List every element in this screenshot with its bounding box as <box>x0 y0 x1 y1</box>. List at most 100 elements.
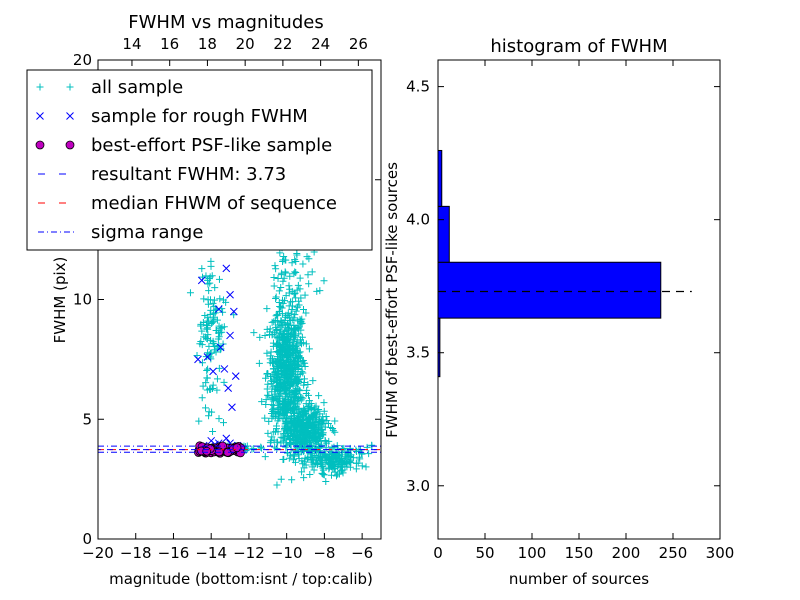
all-sample-point <box>297 294 305 302</box>
all-sample-point <box>203 335 211 343</box>
all-sample-point <box>282 439 290 447</box>
all-sample-point <box>326 459 334 467</box>
rough-fwhm-point <box>203 353 212 361</box>
all-sample-point <box>295 375 303 383</box>
all-sample-point <box>305 420 313 428</box>
all-sample-point <box>215 364 223 372</box>
all-sample-point <box>335 458 343 466</box>
y-tick-label: 0 <box>82 530 92 548</box>
top-tick-label: 16 <box>160 35 179 53</box>
all-sample-point <box>261 331 269 339</box>
all-sample-point <box>279 277 287 285</box>
all-sample-point <box>263 370 271 378</box>
all-sample-point <box>281 400 289 408</box>
all-sample-point <box>275 299 283 307</box>
all-sample-point <box>272 428 280 436</box>
all-sample-point <box>277 475 285 483</box>
all-sample-point <box>297 340 305 348</box>
all-sample-point <box>215 415 223 423</box>
all-sample-point <box>273 364 281 372</box>
all-sample-point <box>347 453 355 461</box>
all-sample-point <box>257 443 265 451</box>
all-sample-point <box>207 355 215 363</box>
all-sample-point <box>328 459 336 467</box>
all-sample-point <box>261 453 269 461</box>
rough-fwhm-point <box>216 343 225 352</box>
all-sample-point <box>276 350 284 358</box>
all-sample-point <box>274 349 282 357</box>
all-sample-point <box>202 379 210 387</box>
all-sample-point <box>266 331 274 339</box>
all-sample-point <box>316 287 324 295</box>
all-sample-point <box>320 399 328 407</box>
x-tick-label: −16 <box>158 544 190 562</box>
all-sample-point <box>337 466 345 474</box>
all-sample-point <box>205 342 213 350</box>
all-sample-point <box>298 333 306 341</box>
all-sample-point <box>296 285 304 293</box>
all-sample-point <box>216 295 224 303</box>
all-sample-point <box>352 465 360 473</box>
legend-entry: sample for rough FWHM <box>36 106 308 127</box>
all-sample-point <box>286 392 294 400</box>
all-sample-point <box>287 332 295 340</box>
rough-fwhm-point <box>231 372 240 380</box>
all-sample-point <box>325 465 333 473</box>
all-sample-point <box>313 410 321 418</box>
legend-x-marker <box>66 112 74 120</box>
legend-plus-marker <box>66 83 74 91</box>
all-sample-point <box>276 329 284 337</box>
hist-x-tick-label: 250 <box>659 544 688 562</box>
all-sample-point <box>329 425 337 433</box>
all-sample-point <box>274 362 282 370</box>
all-sample-point <box>297 396 305 404</box>
all-sample-point <box>294 394 302 402</box>
all-sample-point <box>276 392 284 400</box>
all-sample-point <box>305 280 313 288</box>
all-sample-point <box>338 449 346 457</box>
all-sample-point <box>276 321 284 329</box>
all-sample-point <box>264 429 272 437</box>
all-sample-point <box>290 403 298 411</box>
all-sample-point <box>215 329 223 337</box>
all-sample-point <box>250 329 258 337</box>
all-sample-point <box>300 306 308 314</box>
all-sample-point <box>304 424 312 432</box>
legend-entry: resultant FWHM: 3.73 <box>38 164 286 185</box>
all-sample-point <box>302 419 310 427</box>
x-tick-label: −10 <box>271 544 303 562</box>
all-sample-point <box>300 437 308 445</box>
all-sample-point <box>263 385 271 393</box>
all-sample-point <box>279 456 287 464</box>
all-sample-point <box>273 396 281 404</box>
all-sample-point <box>258 444 266 452</box>
all-sample-point <box>271 443 279 451</box>
all-sample-point <box>277 317 285 325</box>
all-sample-point <box>290 393 298 401</box>
all-sample-point <box>293 415 301 423</box>
all-sample-point <box>288 476 296 484</box>
all-sample-point <box>280 274 288 282</box>
legend-entry: best-effort PSF-like sample <box>35 135 332 156</box>
all-sample-point <box>280 340 288 348</box>
all-sample-point <box>210 313 218 321</box>
all-sample-point <box>281 429 289 437</box>
all-sample-point <box>270 318 278 326</box>
all-sample-point <box>286 272 294 280</box>
legend-frame <box>26 69 373 251</box>
all-sample-point <box>301 454 309 462</box>
all-sample-point <box>294 358 302 366</box>
all-sample-point <box>305 397 313 405</box>
all-sample-point <box>273 481 281 489</box>
all-sample-point <box>304 380 312 388</box>
all-sample-point <box>308 268 316 276</box>
all-sample-point <box>272 294 280 302</box>
all-sample-point <box>292 439 300 447</box>
all-sample-point <box>263 305 271 313</box>
all-sample-point <box>204 280 212 288</box>
all-sample-point <box>272 327 280 335</box>
rough-fwhm-point <box>229 307 238 316</box>
all-sample-point <box>296 387 304 395</box>
all-sample-point <box>293 286 301 294</box>
all-sample-point <box>278 373 286 381</box>
